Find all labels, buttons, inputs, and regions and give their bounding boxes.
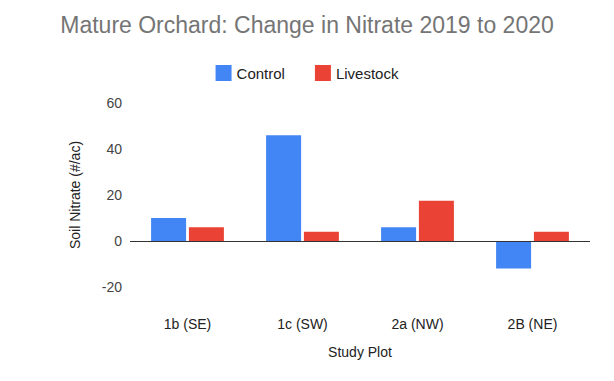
svg-text:60: 60 <box>106 95 122 111</box>
svg-text:40: 40 <box>106 141 122 157</box>
svg-text:Livestock: Livestock <box>336 65 399 82</box>
svg-text:Control: Control <box>237 65 285 82</box>
svg-text:Study Plot: Study Plot <box>328 344 392 360</box>
svg-text:2a (NW): 2a (NW) <box>391 316 443 332</box>
svg-text:1b (SE): 1b (SE) <box>164 316 211 332</box>
svg-text:0: 0 <box>114 233 122 249</box>
svg-text:1c (SW): 1c (SW) <box>277 316 328 332</box>
svg-text:-20: -20 <box>102 279 122 295</box>
svg-text:2B (NE): 2B (NE) <box>508 316 558 332</box>
svg-text:Mature Orchard: Change in Nitr: Mature Orchard: Change in Nitrate 2019 t… <box>60 12 554 38</box>
svg-text:Soil Nitrate (#/ac): Soil Nitrate (#/ac) <box>67 141 83 249</box>
svg-text:20: 20 <box>106 187 122 203</box>
